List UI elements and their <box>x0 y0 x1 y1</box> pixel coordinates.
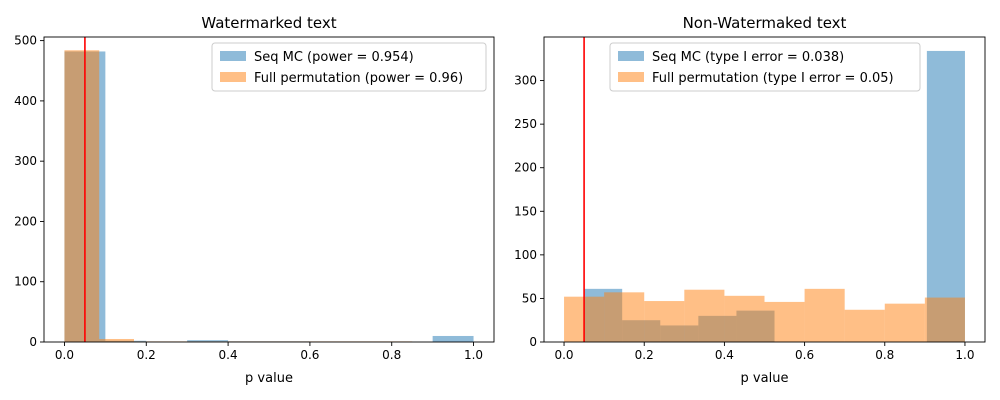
legend-box <box>211 42 487 92</box>
histogram-bar <box>724 295 765 342</box>
legend-label: Full permutation (type I error = 0.05) <box>652 71 894 86</box>
y-tick-label: 0 <box>29 335 37 349</box>
histogram-bar <box>924 297 965 342</box>
plot-frame <box>543 36 986 343</box>
histogram-bar <box>926 50 965 342</box>
chart-title: Watermarked text <box>201 14 336 32</box>
histogram-bar <box>884 303 925 342</box>
histogram-bar <box>432 335 474 342</box>
x-tick-label: 0.2 <box>635 348 654 362</box>
y-tick-label: 200 <box>514 161 537 175</box>
x-tick-label: 0.6 <box>300 348 319 362</box>
legend: Seq MC (type I error = 0.038) Full permut… <box>609 42 921 92</box>
legend-swatch <box>618 51 644 61</box>
x-axis-label: p value <box>741 371 789 386</box>
y-tick-label: 300 <box>514 74 537 88</box>
x-tick-label: 0.0 <box>554 348 573 362</box>
y-tick-label: 150 <box>514 204 537 218</box>
legend-swatch <box>220 51 246 61</box>
histogram-bar <box>684 289 725 342</box>
histogram-bar <box>644 301 685 342</box>
histogram-bar <box>604 292 645 342</box>
histogram-bar <box>844 309 885 342</box>
y-tick-label: 250 <box>514 117 537 131</box>
legend-box <box>609 42 921 92</box>
series-full-permutation <box>564 288 965 342</box>
histogram-bar <box>187 340 229 342</box>
histogram-bar <box>99 338 134 342</box>
legend-label: Full permutation (power = 0.96) <box>254 71 463 86</box>
x-tick-label: 0.6 <box>795 348 814 362</box>
y-tick-label: 100 <box>514 248 537 262</box>
legend-label: Seq MC (type I error = 0.038) <box>652 50 844 65</box>
x-tick-label: 0.4 <box>715 348 734 362</box>
y-tick-label: 300 <box>14 154 37 168</box>
series-seq-mc <box>64 51 474 343</box>
histogram-bar <box>804 288 845 342</box>
y-tick-label: 400 <box>14 94 37 108</box>
series-full-permutation <box>64 50 413 343</box>
y-tick-label: 0 <box>529 335 537 349</box>
legend-swatch <box>618 72 644 82</box>
legend: Seq MC (power = 0.954) Full permutation (… <box>211 42 487 92</box>
chart-title: Non-Watermaked text <box>683 14 847 32</box>
y-tick-label: 50 <box>522 291 537 305</box>
y-tick-label: 100 <box>14 275 37 289</box>
histogram-bar <box>764 301 805 342</box>
x-tick-label: 0.8 <box>875 348 894 362</box>
plot-frame <box>43 36 495 343</box>
x-tick-label: 0.0 <box>55 348 74 362</box>
x-tick-label: 0.8 <box>382 348 401 362</box>
panel-watermarked: 0.0 0.2 0.4 0.6 0.8 1.0 0 100 200 300 400 500 Waterm… <box>14 14 495 386</box>
legend-swatch <box>220 72 246 82</box>
y-tick-label: 200 <box>14 214 37 228</box>
x-axis-label: p value <box>245 371 293 386</box>
panel-non-watermarked: 0.0 0.2 0.4 0.6 0.8 1.0 0 50 100 150 200 250 300 Non-… <box>514 14 986 386</box>
x-tick-label: 1.0 <box>464 348 483 362</box>
x-tick-label: 1.0 <box>955 348 974 362</box>
histogram-bar <box>64 50 100 343</box>
x-tick-label: 0.4 <box>219 348 238 362</box>
x-tick-label: 0.2 <box>137 348 156 362</box>
legend-label: Seq MC (power = 0.954) <box>254 50 414 65</box>
y-tick-label: 500 <box>14 34 37 48</box>
